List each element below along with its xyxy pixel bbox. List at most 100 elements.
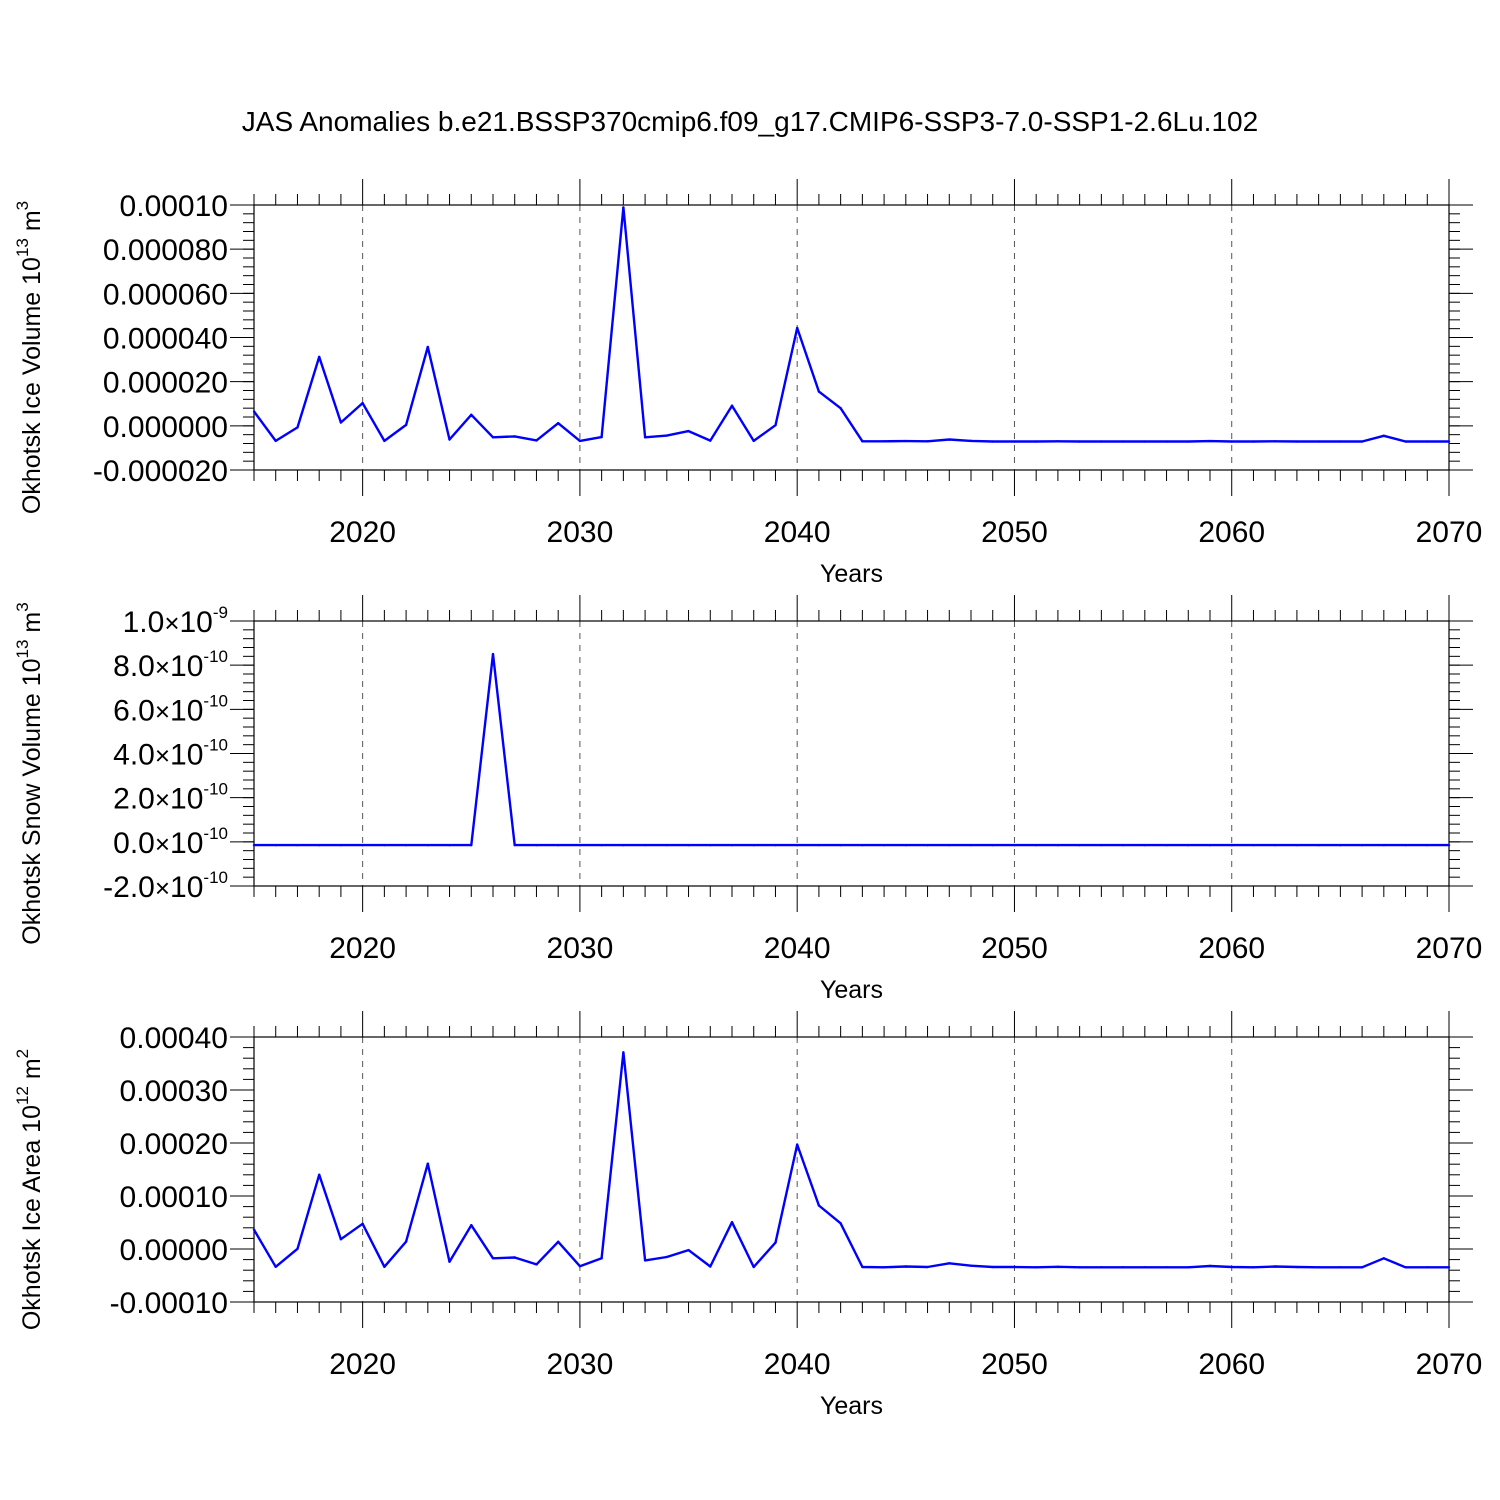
plot-frame [253,204,1450,471]
chart-panel-ice-area: 2020 2030 2040 2050 2060 2070 Years -0.00010 0.0… [13,1011,1482,1420]
data-point [1317,440,1320,443]
data-point [1208,439,1212,443]
x-tick-label: 2050 [981,932,1048,965]
data-point [535,439,538,442]
data-point [274,843,277,847]
data-point [665,1255,669,1259]
data-point [1078,440,1081,443]
data-point [491,652,495,656]
data-point [274,439,277,443]
data-point [1100,1266,1103,1269]
data-point [1252,440,1255,443]
data-point [1165,843,1168,847]
x-axis-title: Years [820,1392,883,1420]
data-point [1252,843,1255,847]
data-point [556,1240,560,1244]
y-tick-label: 0.000080 [103,234,228,267]
data-point [926,440,929,443]
data-point [861,440,864,443]
y-tick-label: 0.00030 [120,1075,228,1108]
x-tick-label: 2030 [547,932,614,965]
data-point [730,1221,734,1224]
data-point [1317,1266,1320,1269]
data-point [948,843,951,847]
data-point [491,436,495,439]
data-point [1165,440,1168,443]
data-point [991,440,994,443]
y-axis-title: Okhotsk Snow Volume 1013 m3 [13,602,46,944]
data-point [426,345,430,349]
data-point [1426,843,1429,847]
data-point [622,206,625,209]
x-tick-label: 2050 [981,1348,1048,1381]
y-tick-label: 1.0×10-9 [123,603,228,639]
x-tick-label: 2020 [329,932,396,965]
data-point [904,843,908,847]
x-tick-label: 2020 [329,1348,396,1381]
data-point [1143,843,1147,847]
data-point [1121,440,1125,443]
data-point [1447,440,1451,443]
y-tick-label: 0.00010 [120,190,228,223]
data-point [470,1223,473,1227]
x-tick-label: 2060 [1198,516,1265,549]
data-point [600,843,603,847]
data-point [752,1265,755,1269]
x-tick-label: 2040 [764,516,831,549]
data-point [383,1265,386,1268]
data-point [252,843,256,847]
x-tick-label: 2070 [1416,1348,1483,1381]
data-point [1426,440,1429,443]
data-point [839,406,842,410]
data-point [426,843,430,847]
data-point [556,843,560,847]
data-point [1143,1266,1147,1269]
data-point [1013,440,1016,443]
y-tick-label: 0.000000 [103,411,228,444]
data-point [969,1264,973,1267]
data-point [383,439,386,443]
data-point [991,843,994,847]
x-tick-label: 2030 [547,1348,614,1381]
data-point [1056,1265,1060,1268]
data-point [1447,843,1451,847]
y-tick-label: -0.00010 [110,1287,228,1320]
data-point [1404,1266,1407,1269]
data-point [1230,1265,1233,1269]
data-point [730,843,734,847]
data-point [1165,1266,1168,1269]
y-tick-label: 0.000020 [103,367,228,400]
data-point [1034,1266,1038,1269]
data-point [1208,843,1212,847]
data-point [1295,440,1299,443]
data-point [882,440,886,443]
data-point [1078,843,1081,847]
data-point [752,439,755,443]
data-point [317,355,321,359]
data-point [709,439,712,442]
data-point [904,439,908,443]
data-point [1187,843,1190,847]
y-tick-label: 6.0×10-10 [113,691,228,727]
data-point [1295,1265,1299,1269]
data-point [426,1162,430,1165]
data-point [665,843,669,847]
data-point [817,390,821,393]
data-point [600,1257,603,1260]
data-point [1404,843,1407,847]
data-point [296,426,299,429]
data-point [730,404,734,407]
data-point [404,423,408,427]
data-point [1034,843,1038,847]
y-axis-title: Okhotsk Ice Area 1012 m2 [13,1049,46,1330]
x-tick-label: 2060 [1198,1348,1265,1381]
data-point [600,435,603,439]
data-point [1339,843,1342,847]
y-tick-label: 0.00020 [120,1128,228,1161]
data-point [1078,1266,1081,1269]
data-point [404,843,408,847]
data-point [361,843,364,847]
plot-frame [253,1036,1450,1303]
data-point [470,413,473,416]
data-point [404,1240,408,1243]
